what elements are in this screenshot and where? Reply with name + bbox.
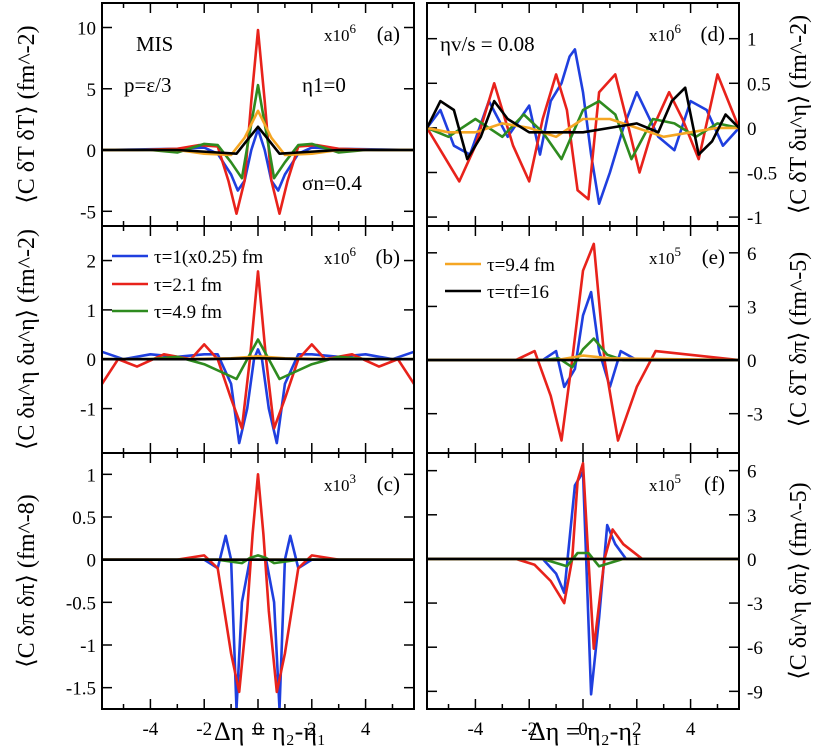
series-line-d-1 bbox=[427, 73, 739, 201]
panel-f: -4 -2 0 2 4 -9 -6 -3 0 3 6 (f) x105 ⟨C δu^η δπ⟩ (fm^-… bbox=[426, 452, 812, 740]
y-tick-label-a-10: 10 bbox=[77, 19, 96, 40]
legend-label-tau4: τ=9.4 fm bbox=[487, 255, 555, 276]
series-line-a-0 bbox=[102, 127, 414, 192]
panel-e: -3 0 3 6 (e) x105 ⟨C δT δπ⟩ (fm^-5) bbox=[426, 225, 812, 454]
series-line-a-1 bbox=[102, 28, 414, 215]
y-tick-label-c--1.5: -1.5 bbox=[66, 679, 96, 700]
series-line-a-4 bbox=[102, 125, 414, 155]
series-line-d-4 bbox=[427, 86, 739, 161]
y-tick-label-e-0: 0 bbox=[747, 351, 757, 372]
y-tick-label-b-1: 1 bbox=[87, 301, 97, 322]
y-tick-label-f-3: 3 bbox=[747, 506, 757, 527]
panel-label-f: (f) bbox=[704, 472, 725, 496]
panel-d: -1 -0.5 0 0.5 1 (d) x106 ⟨C δT δu^η⟩ (fm^-2) bbox=[426, 2, 812, 229]
x-tick-label-c-2: 2 bbox=[307, 719, 317, 740]
y-tick-label-f--3: -3 bbox=[747, 594, 763, 615]
series-line-a-3 bbox=[102, 109, 414, 157]
y-tick-label-c-1: 1 bbox=[87, 465, 97, 486]
y-tick-label-b-0: 0 bbox=[87, 350, 97, 371]
x-axis-label-left: Δη = η₂-η₁ bbox=[214, 717, 326, 746]
x-tick-label-c--4: -4 bbox=[142, 719, 158, 740]
y-tick-label-b-2: 2 bbox=[87, 252, 97, 273]
legend-label-tau1: τ=1(x0.25) fm bbox=[154, 247, 263, 268]
y-tick-label-c-0: 0 bbox=[87, 551, 97, 572]
y-tick-label-d--0.5: -0.5 bbox=[747, 163, 777, 184]
series-line-f-0 bbox=[427, 470, 739, 696]
panel-label-c: (c) bbox=[377, 472, 400, 496]
scale-label-d: x106 bbox=[649, 21, 682, 45]
series-line-c-1 bbox=[102, 473, 414, 694]
y-tick-label-d-0: 0 bbox=[747, 119, 757, 140]
series-line-f-1 bbox=[427, 462, 739, 650]
y-tick-label-e-6: 6 bbox=[747, 244, 757, 265]
y-axis-label-b: ⟨C δu^η δu^η⟩ (fm^-2) bbox=[14, 229, 40, 450]
y-tick-label-f--9: -9 bbox=[747, 682, 763, 703]
annotation-sigma: σn=0.4 bbox=[302, 171, 362, 195]
y-axis-label-e: ⟨C δT δπ⟩ (fm^-5) bbox=[786, 252, 812, 428]
legend-label-tau2: τ=2.1 fm bbox=[154, 275, 222, 296]
panel-label-a: (a) bbox=[377, 22, 400, 46]
x-tick-label-f-2: 2 bbox=[632, 719, 642, 740]
y-tick-label-d-1: 1 bbox=[747, 30, 757, 51]
scale-label-a: x106 bbox=[324, 21, 357, 45]
y-tick-label-f-6: 6 bbox=[747, 462, 757, 483]
y-tick-label-e--3: -3 bbox=[747, 405, 763, 426]
y-tick-label-d--1: -1 bbox=[747, 208, 763, 229]
panel-c: -4 -2 0 2 4 -1.5 -1 -0.5 0 0.5 1 (c) x103 ⟨C δπ δπ⟩ (… bbox=[14, 452, 415, 740]
y-tick-label-a-5: 5 bbox=[87, 80, 97, 101]
x-tick-label-f--2: -2 bbox=[521, 719, 537, 740]
panel-frame-e bbox=[426, 225, 740, 454]
scale-label-c: x103 bbox=[324, 471, 356, 495]
annotation-viscosity: ηv/s = 0.08 bbox=[440, 32, 535, 56]
y-tick-label-a--5: -5 bbox=[80, 202, 96, 223]
legend-label-tau3: τ=4.9 fm bbox=[154, 302, 222, 323]
series-line-e-0 bbox=[427, 290, 739, 389]
x-tick-label-c-4: 4 bbox=[361, 719, 371, 740]
legend-label-tau5: τ=τf=16 bbox=[487, 282, 549, 303]
series-line-e-2 bbox=[427, 337, 739, 369]
annotation-eta1: η1=0 bbox=[302, 73, 346, 97]
x-tick-label-c--2: -2 bbox=[196, 719, 212, 740]
panel-label-e: (e) bbox=[702, 245, 725, 269]
scale-label-f: x105 bbox=[649, 471, 681, 495]
annotation-eos: p=ε/3 bbox=[124, 73, 172, 97]
series-line-c-0 bbox=[102, 534, 414, 709]
y-tick-label-f--6: -6 bbox=[747, 638, 763, 659]
y-tick-label-e-3: 3 bbox=[747, 297, 757, 318]
panel-frame-f bbox=[426, 452, 740, 710]
scale-label-b: x106 bbox=[324, 244, 357, 268]
series-line-b-0 bbox=[102, 348, 414, 445]
y-tick-label-c-0.5: 0.5 bbox=[72, 508, 96, 529]
y-tick-label-a-0: 0 bbox=[87, 141, 97, 162]
panel-label-d: (d) bbox=[701, 22, 726, 46]
panel-label-b: (b) bbox=[376, 245, 401, 269]
scale-label-e: x105 bbox=[649, 244, 681, 268]
y-axis-label-d: ⟨C δT δu^η⟩ (fm^-2) bbox=[786, 15, 812, 214]
y-tick-label-b--1: -1 bbox=[80, 400, 96, 421]
legend-right: τ=9.4 fm τ=τf=16 bbox=[445, 255, 555, 303]
y-tick-label-f-0: 0 bbox=[747, 550, 757, 571]
y-tick-label-d-0.5: 0.5 bbox=[747, 74, 771, 95]
y-axis-label-c: ⟨C δπ δπ⟩ (fm^-8) bbox=[14, 494, 40, 667]
y-axis-label-f: ⟨C δu^η δπ⟩ (fm^-5) bbox=[786, 482, 812, 679]
panel-frame-c bbox=[101, 452, 415, 710]
y-tick-label-c--0.5: -0.5 bbox=[66, 593, 96, 614]
series-line-d-3 bbox=[427, 117, 739, 139]
y-tick-label-c--1: -1 bbox=[80, 636, 96, 657]
panel-b: -1 0 1 2 (b) x106 ⟨C δu^η δu^η⟩ (fm^-2) bbox=[14, 225, 415, 454]
x-tick-label-f-0: 0 bbox=[578, 719, 588, 740]
annotation-model: MIS bbox=[136, 32, 173, 56]
y-axis-label-a: ⟨C δT δT⟩ (fm^-2) bbox=[14, 25, 40, 203]
x-tick-label-f--4: -4 bbox=[467, 719, 483, 740]
x-tick-label-c-0: 0 bbox=[253, 719, 263, 740]
series-line-b-4 bbox=[102, 357, 414, 361]
series-line-e-1 bbox=[427, 242, 739, 442]
x-axis-label-right: Δη = η₂-η₁ bbox=[529, 717, 641, 746]
x-tick-label-f-4: 4 bbox=[686, 719, 696, 740]
series-line-a-2 bbox=[102, 83, 414, 180]
legend-left: τ=1(x0.25) fm τ=2.1 fm τ=4.9 fm bbox=[112, 247, 263, 323]
